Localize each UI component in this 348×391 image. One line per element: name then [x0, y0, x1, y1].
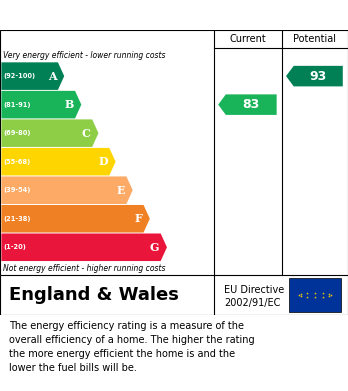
Text: Very energy efficient - lower running costs: Very energy efficient - lower running co…	[3, 50, 165, 59]
Text: (55-68): (55-68)	[3, 159, 31, 165]
Polygon shape	[286, 66, 343, 86]
Text: 83: 83	[243, 98, 260, 111]
Polygon shape	[1, 148, 116, 176]
Text: EU Directive: EU Directive	[224, 285, 285, 295]
Text: (81-91): (81-91)	[3, 102, 31, 108]
Text: 93: 93	[310, 70, 327, 83]
Polygon shape	[1, 91, 81, 118]
Polygon shape	[1, 119, 98, 147]
Text: A: A	[48, 71, 56, 82]
Text: England & Wales: England & Wales	[9, 286, 179, 304]
Text: F: F	[134, 213, 142, 224]
Text: Not energy efficient - higher running costs: Not energy efficient - higher running co…	[3, 264, 165, 273]
Text: (39-54): (39-54)	[3, 187, 31, 193]
Text: (1-20): (1-20)	[3, 244, 26, 250]
Text: 2002/91/EC: 2002/91/EC	[224, 298, 281, 308]
Polygon shape	[218, 94, 277, 115]
Text: E: E	[117, 185, 125, 196]
Text: The energy efficiency rating is a measure of the
overall efficiency of a home. T: The energy efficiency rating is a measur…	[9, 321, 254, 373]
Polygon shape	[1, 205, 150, 233]
Text: G: G	[150, 242, 159, 253]
Polygon shape	[1, 176, 133, 204]
Bar	[289, 278, 341, 312]
Text: (21-38): (21-38)	[3, 216, 31, 222]
Text: Current: Current	[230, 34, 266, 44]
Polygon shape	[1, 62, 64, 90]
Polygon shape	[1, 233, 167, 261]
Text: C: C	[82, 128, 91, 139]
Text: (69-80): (69-80)	[3, 130, 31, 136]
Text: D: D	[98, 156, 108, 167]
Text: (92-100): (92-100)	[3, 73, 35, 79]
Text: Energy Efficiency Rating: Energy Efficiency Rating	[9, 7, 219, 23]
Text: B: B	[64, 99, 74, 110]
Text: Potential: Potential	[293, 34, 337, 44]
